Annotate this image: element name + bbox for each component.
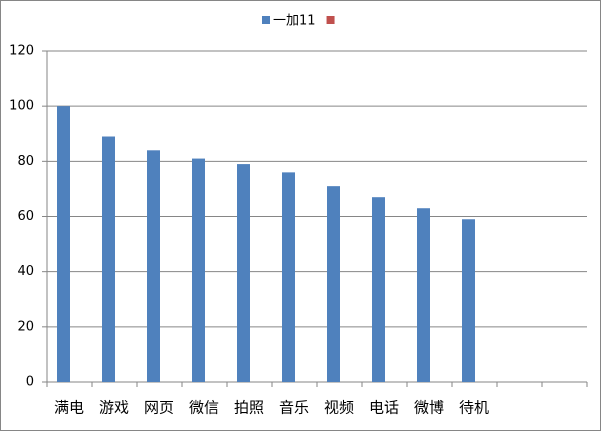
bar xyxy=(282,172,295,382)
bar xyxy=(237,164,250,382)
y-tick-label: 60 xyxy=(17,209,34,224)
y-tick-label: 100 xyxy=(9,99,34,114)
x-tick-label: 微博 xyxy=(414,399,444,417)
x-tick-label: 网页 xyxy=(144,399,174,417)
x-tick-label: 微信 xyxy=(189,399,219,417)
y-tick-label: 120 xyxy=(9,44,34,59)
bar xyxy=(462,219,475,382)
bar xyxy=(57,106,70,383)
legend-label: 一加11 xyxy=(273,14,316,29)
y-tick-label: 0 xyxy=(26,375,34,390)
bar xyxy=(327,186,340,382)
x-tick-label: 拍照 xyxy=(234,399,264,417)
bar xyxy=(372,197,385,382)
x-tick-label: 游戏 xyxy=(99,399,129,417)
y-tick-label: 40 xyxy=(17,264,34,279)
y-tick-label: 20 xyxy=(17,319,34,334)
bar xyxy=(417,208,430,382)
x-tick-label: 电话 xyxy=(369,399,399,417)
bar xyxy=(192,158,205,382)
legend-swatch xyxy=(326,16,335,24)
bar xyxy=(102,136,115,382)
y-tick-label: 80 xyxy=(17,154,34,169)
legend-swatch xyxy=(262,16,270,24)
bar xyxy=(147,150,160,382)
x-tick-label: 视频 xyxy=(324,399,354,417)
x-tick-label: 待机 xyxy=(459,399,489,417)
x-tick-label: 音乐 xyxy=(279,399,309,417)
x-tick-label: 满电 xyxy=(54,399,84,417)
